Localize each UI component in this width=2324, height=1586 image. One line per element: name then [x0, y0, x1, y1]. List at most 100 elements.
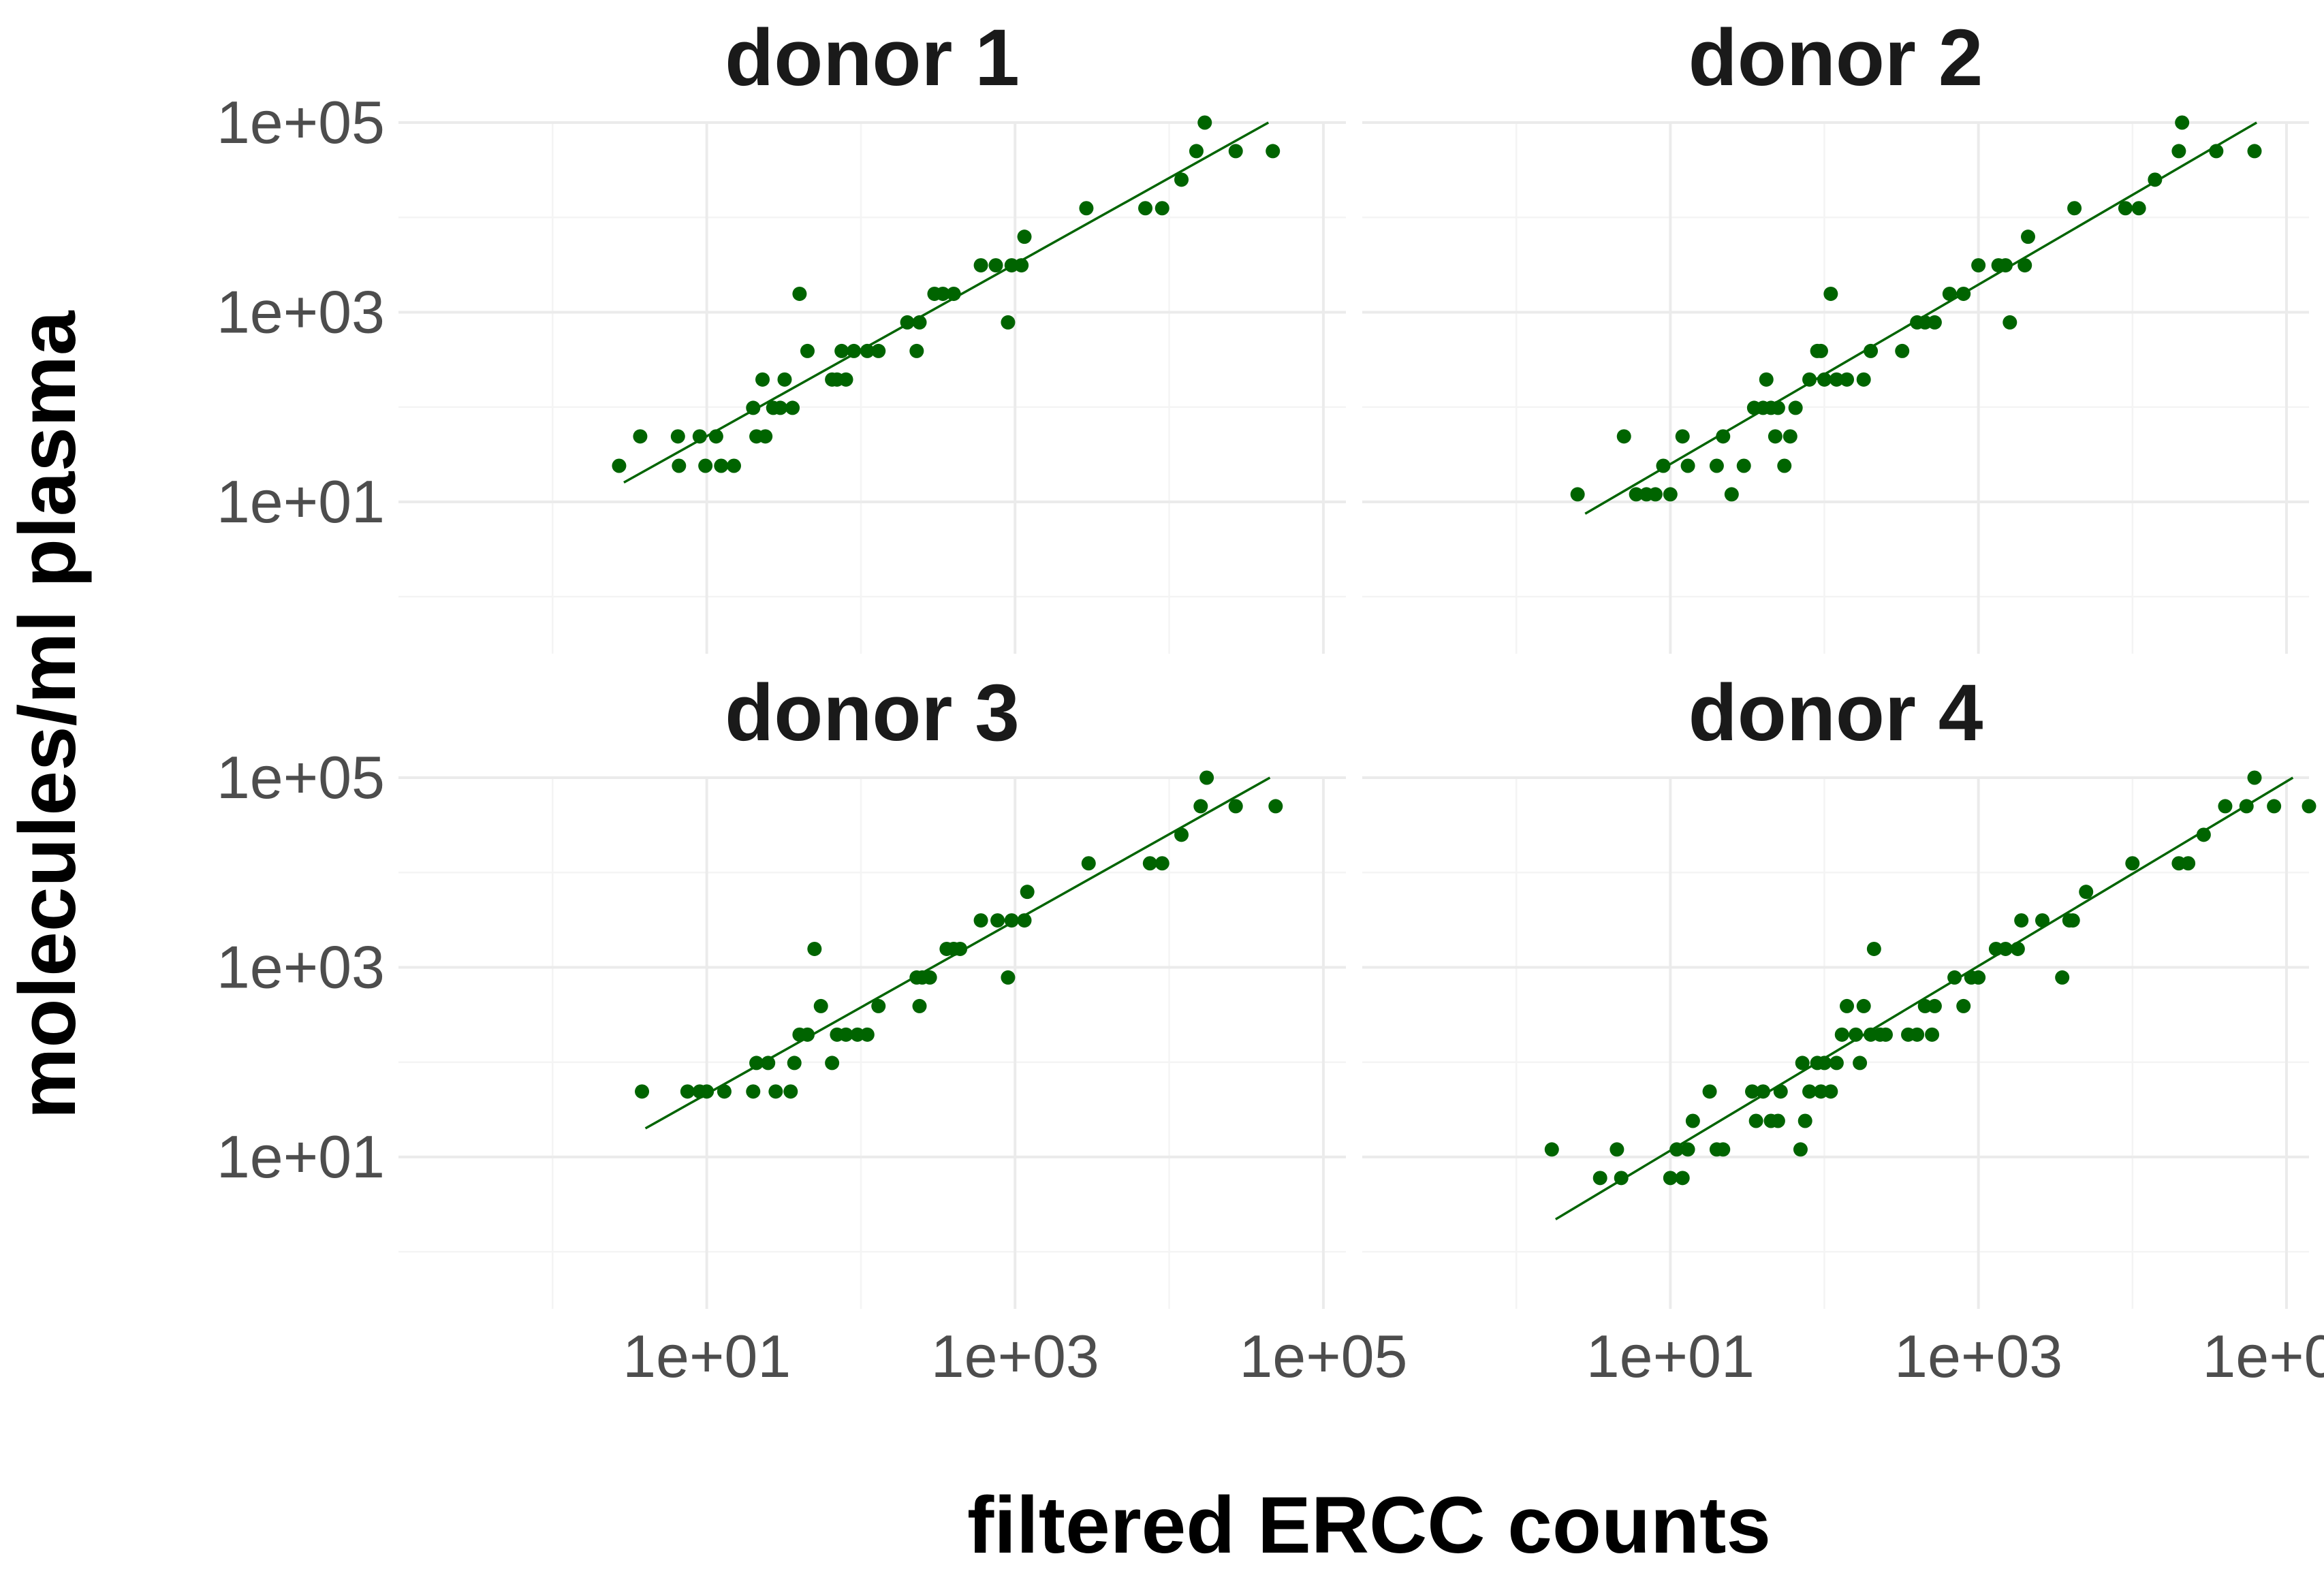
- data-point: [1971, 258, 1986, 273]
- data-point: [1663, 1171, 1678, 1186]
- data-point: [1773, 1084, 1788, 1099]
- data-point: [1199, 770, 1214, 785]
- data-point: [1228, 799, 1243, 814]
- data-point: [1675, 429, 1690, 444]
- x-tick-label: 1e+01: [1586, 1322, 1755, 1390]
- y-tick-label: 1e+03: [217, 933, 385, 1000]
- data-point: [1866, 941, 1881, 956]
- panel-title: donor 4: [1689, 668, 1983, 758]
- data-point: [612, 458, 627, 473]
- data-point: [1004, 913, 1019, 928]
- data-point: [2171, 144, 2186, 159]
- y-tick-label: 1e+01: [217, 1123, 385, 1190]
- data-point: [1788, 400, 1803, 415]
- x-axis-title: filtered ERCC counts: [967, 1480, 1771, 1570]
- y-tick-label: 1e+05: [217, 744, 385, 811]
- y-tick-label: 1e+01: [217, 468, 385, 535]
- data-point: [2175, 115, 2190, 130]
- data-point: [1592, 1171, 1607, 1186]
- data-point: [1716, 429, 1731, 444]
- data-point: [1197, 115, 1212, 130]
- data-point: [1656, 458, 1671, 473]
- data-point: [860, 1027, 875, 1042]
- data-point: [1702, 1084, 1717, 1099]
- data-point: [1675, 1171, 1690, 1186]
- data-point: [1189, 144, 1204, 159]
- data-point: [1648, 487, 1663, 502]
- data-point: [1971, 970, 1986, 985]
- data-point: [698, 458, 713, 473]
- data-point: [1777, 458, 1792, 473]
- data-point: [800, 343, 815, 358]
- data-point: [1748, 1113, 1763, 1128]
- data-point: [1629, 487, 1644, 502]
- data-point: [1680, 1142, 1695, 1157]
- data-point: [1609, 1142, 1624, 1157]
- facet-panel: donor 2: [1362, 13, 2309, 654]
- data-point: [1856, 372, 1871, 387]
- data-point: [935, 286, 950, 301]
- data-point: [834, 343, 849, 358]
- data-point: [1797, 1113, 1812, 1128]
- data-point: [1829, 1056, 1844, 1070]
- data-point: [1802, 372, 1817, 387]
- data-point: [777, 372, 792, 387]
- data-point: [708, 429, 723, 444]
- data-point: [2302, 799, 2317, 814]
- data-point: [2218, 799, 2233, 814]
- facet-panel: donor 4 1e+01 1e+03 1e+05: [1362, 668, 2324, 1390]
- data-point: [1755, 1084, 1770, 1099]
- data-point: [1768, 429, 1783, 444]
- data-point: [1616, 429, 1631, 444]
- data-point: [973, 258, 988, 273]
- data-point: [1724, 487, 1739, 502]
- data-point: [1544, 1142, 1559, 1157]
- data-point: [680, 1084, 695, 1099]
- panel-title: donor 1: [725, 13, 1020, 103]
- data-point: [1817, 372, 1832, 387]
- data-point: [2118, 201, 2133, 216]
- data-point: [758, 429, 773, 444]
- data-point: [1802, 1084, 1817, 1099]
- data-point: [1001, 970, 1016, 985]
- data-point: [1001, 315, 1016, 330]
- data-point: [1840, 372, 1855, 387]
- data-point: [2065, 913, 2080, 928]
- data-point: [912, 998, 927, 1013]
- data-point: [2247, 144, 2262, 159]
- data-point: [1716, 1142, 1731, 1157]
- data-point: [692, 429, 707, 444]
- y-tick-label: 1e+03: [217, 278, 385, 345]
- x-tick-label: 1e+05: [2202, 1322, 2324, 1390]
- data-point: [2035, 913, 2050, 928]
- panels-layer: donor 1 1e+01 1e+03 1e+05 donor 2 donor 3 1e+0…: [217, 13, 2324, 1390]
- data-point: [1856, 998, 1871, 1013]
- data-point: [1795, 1056, 1810, 1070]
- data-point: [2148, 172, 2163, 187]
- data-point: [946, 286, 961, 301]
- data-point: [909, 343, 924, 358]
- data-point: [2209, 144, 2224, 159]
- data-point: [1004, 258, 1019, 273]
- data-point: [761, 1056, 776, 1070]
- data-point: [783, 1084, 798, 1099]
- data-point: [746, 400, 761, 415]
- data-point: [700, 1084, 715, 1099]
- data-point: [1142, 856, 1157, 871]
- data-point: [717, 1084, 732, 1099]
- data-point: [922, 970, 937, 985]
- data-point: [800, 1027, 815, 1042]
- data-point: [1910, 1027, 1925, 1042]
- data-point: [1895, 343, 1910, 358]
- data-point: [1680, 458, 1695, 473]
- data-point: [672, 458, 687, 473]
- data-point: [850, 1027, 865, 1042]
- data-point: [2021, 229, 2036, 244]
- data-point: [768, 1084, 783, 1099]
- data-point: [1813, 343, 1828, 358]
- data-point: [1155, 856, 1169, 871]
- data-point: [825, 1056, 840, 1070]
- data-point: [787, 1056, 802, 1070]
- data-point: [838, 372, 853, 387]
